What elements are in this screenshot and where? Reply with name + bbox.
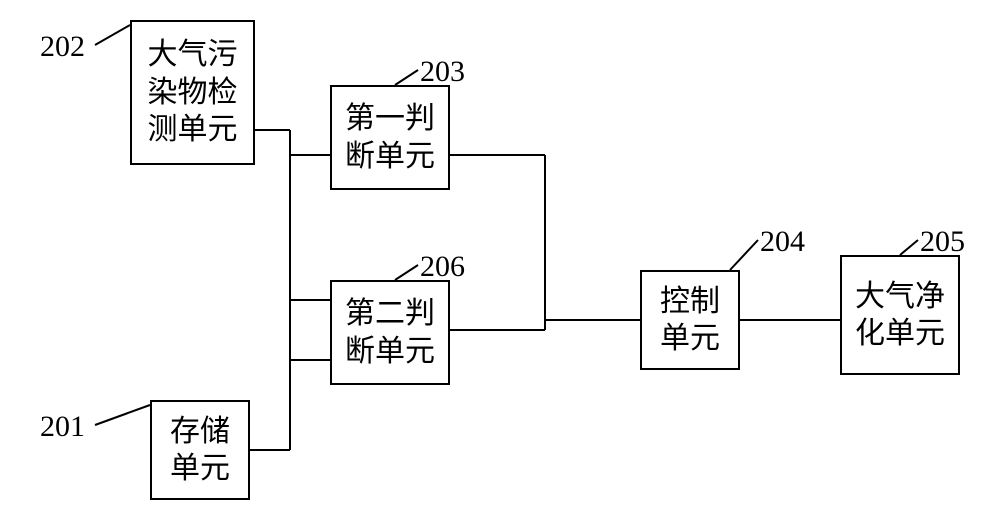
node-purification-unit: 大气净化单元 <box>840 255 960 375</box>
diagram-canvas: 大气污染物检测单元 存储单元 第一判断单元 第二判断单元 控制单元 大气净化单元… <box>0 0 1000 511</box>
node-detection-unit: 大气污染物检测单元 <box>130 20 255 165</box>
ref-label-202: 202 <box>40 30 85 64</box>
node-label: 存储单元 <box>158 413 242 488</box>
ref-label-201: 201 <box>40 410 85 444</box>
ref-label-204: 204 <box>760 225 805 259</box>
node-second-judgment-unit: 第二判断单元 <box>330 280 450 385</box>
ref-label-206: 206 <box>420 250 465 284</box>
node-label: 第一判断单元 <box>338 100 442 175</box>
node-first-judgment-unit: 第一判断单元 <box>330 85 450 190</box>
node-control-unit: 控制单元 <box>640 270 740 370</box>
node-label: 第二判断单元 <box>338 295 442 370</box>
node-label: 大气净化单元 <box>848 278 952 353</box>
node-label: 控制单元 <box>648 283 732 358</box>
node-label: 大气污染物检测单元 <box>138 36 247 149</box>
ref-label-203: 203 <box>420 55 465 89</box>
node-storage-unit: 存储单元 <box>150 400 250 500</box>
ref-label-205: 205 <box>920 225 965 259</box>
